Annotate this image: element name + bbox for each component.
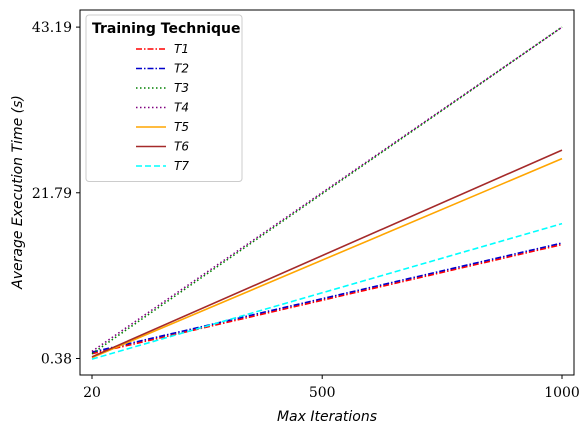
legend-label-t5: T5 (174, 120, 189, 134)
legend: Training Technique T1 T2 T3 T4 T5 T6 T7 (85, 14, 243, 182)
y-tick-label: 43.19 (32, 20, 72, 36)
legend-label-t7: T7 (174, 159, 189, 173)
x-tick-label: 1000 (544, 385, 580, 401)
x-axis: 20 500 1000 (83, 375, 580, 401)
y-tick-label: 0.38 (41, 352, 72, 368)
x-tick-label: 20 (83, 385, 101, 401)
series-line-t5 (91, 157, 563, 359)
legend-label-t3: T3 (174, 81, 189, 95)
series-line-t6 (91, 149, 563, 358)
series-line-t3 (91, 26, 563, 355)
series-layer (91, 26, 563, 360)
x-tick-label: 500 (309, 385, 336, 401)
y-axis: 0.38 21.79 43.19 (32, 20, 80, 368)
series-line-t7 (91, 222, 563, 360)
y-tick-label: 21.79 (32, 186, 72, 202)
legend-label-t2: T2 (174, 62, 189, 76)
legend-box (85, 14, 243, 182)
legend-label-t6: T6 (174, 140, 189, 154)
legend-label-t1: T1 (174, 42, 189, 56)
x-axis-title: Max Iterations (277, 409, 377, 425)
legend-label-t4: T4 (174, 101, 189, 115)
y-axis-title: Average Execution Time (s) (10, 95, 26, 290)
legend-title: Training Technique (92, 21, 241, 37)
